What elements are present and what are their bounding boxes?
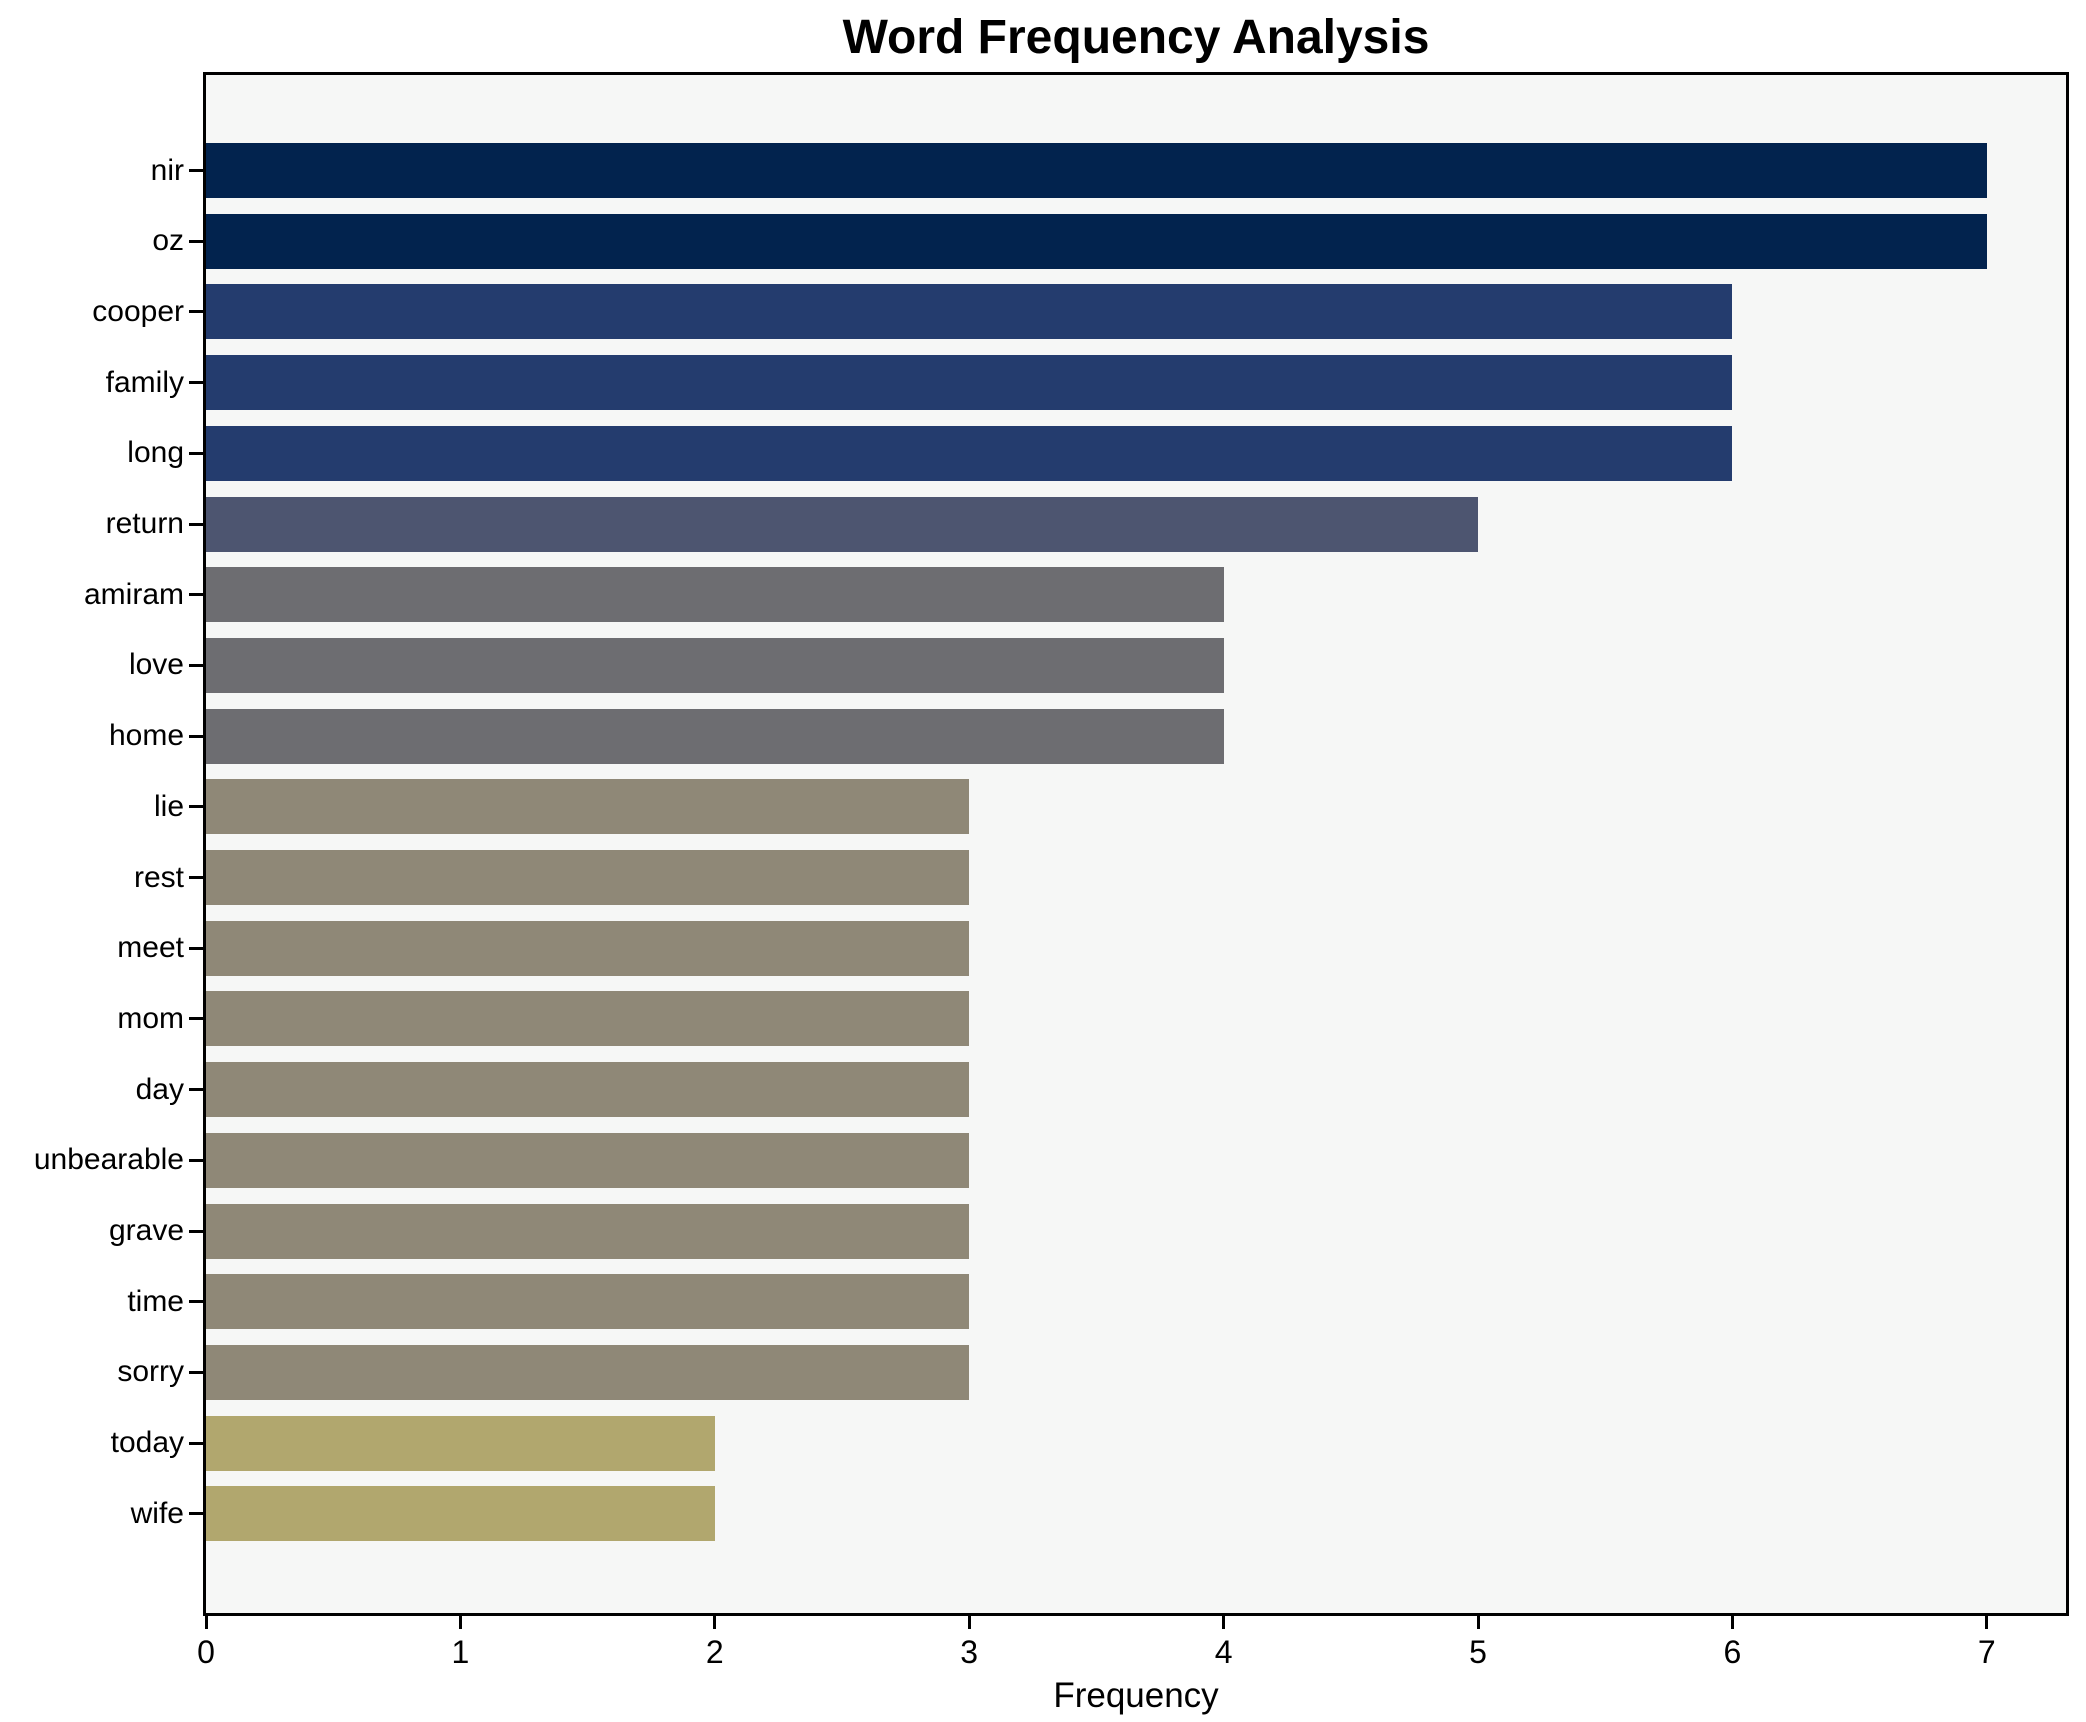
x-tick-mark (1730, 1616, 1734, 1629)
y-tick-label-nir: nir (150, 153, 184, 187)
y-tick-mark (189, 1158, 203, 1162)
y-tick-mark (189, 451, 203, 455)
x-tick-label-2: 2 (705, 1634, 724, 1670)
y-tick-mark (189, 239, 203, 243)
y-tick-label-unbearable: unbearable (33, 1143, 184, 1177)
y-tick-mark (189, 946, 203, 950)
y-tick-mark (189, 734, 203, 738)
y-tick-label-lie: lie (153, 789, 184, 823)
y-tick-mark (189, 1441, 203, 1445)
x-tick-mark (1476, 1616, 1480, 1629)
y-tick-mark (189, 169, 203, 172)
x-tick-label-7: 7 (1977, 1634, 1996, 1670)
bar-return (206, 496, 1478, 552)
y-tick-label-long: long (127, 436, 184, 470)
bar-lie (206, 779, 970, 835)
bar-day (206, 1062, 970, 1118)
chart-title: Word Frequency Analysis (842, 11, 1430, 64)
x-tick-mark (458, 1616, 462, 1629)
y-tick-label-wife: wife (130, 1496, 184, 1530)
bar-cooper (206, 284, 1733, 340)
y-tick-mark (189, 1017, 203, 1021)
y-tick-label-grave: grave (108, 1214, 184, 1247)
x-tick-mark (1222, 1616, 1226, 1629)
x-tick-mark (1985, 1616, 1989, 1629)
x-tick-label-1: 1 (451, 1634, 470, 1670)
bar-amiram (206, 567, 1224, 623)
y-tick-label-return: return (105, 507, 184, 540)
y-tick-mark (189, 593, 203, 597)
x-axis-title: Frequency (1053, 1676, 1219, 1715)
y-tick-mark (189, 522, 203, 526)
y-tick-label-home: home (108, 719, 184, 753)
bar-today (206, 1415, 715, 1471)
x-tick-mark (967, 1616, 971, 1629)
bar-grave (206, 1203, 970, 1259)
plot-area (203, 72, 2069, 1616)
y-tick-mark (189, 310, 203, 314)
y-tick-label-amiram: amiram (83, 577, 184, 611)
y-tick-mark (189, 1512, 203, 1516)
bar-family (206, 355, 1733, 411)
y-tick-label-today: today (110, 1426, 184, 1460)
bar-long (206, 425, 1733, 481)
y-tick-label-meet: meet (117, 931, 184, 965)
y-tick-label-day: day (135, 1072, 184, 1106)
y-tick-mark (189, 663, 203, 667)
y-tick-label-rest: rest (133, 860, 184, 894)
x-tick-mark (713, 1616, 717, 1629)
y-tick-label-oz: oz (152, 224, 184, 258)
bar-oz (206, 213, 1987, 269)
x-tick-label-6: 6 (1723, 1634, 1742, 1670)
bar-meet (206, 920, 970, 976)
bar-rest (206, 850, 970, 905)
bar-sorry (206, 1344, 970, 1400)
x-tick-label-0: 0 (197, 1634, 215, 1670)
y-tick-mark (189, 1370, 203, 1374)
bar-home (206, 708, 1224, 764)
y-tick-mark (189, 876, 203, 879)
y-tick-label-mom: mom (117, 1001, 184, 1035)
y-tick-mark (189, 1088, 203, 1092)
bar-mom (206, 991, 970, 1047)
y-tick-mark (189, 1229, 203, 1233)
y-tick-label-love: love (128, 648, 184, 682)
bar-wife (206, 1486, 715, 1542)
bar-unbearable (206, 1132, 970, 1188)
y-tick-mark (189, 1300, 203, 1304)
y-tick-label-sorry: sorry (117, 1355, 184, 1389)
x-tick-label-5: 5 (1469, 1634, 1487, 1670)
y-tick-label-time: time (127, 1284, 184, 1318)
y-tick-label-family: family (105, 365, 184, 399)
bar-nir (206, 143, 1987, 198)
x-tick-label-3: 3 (960, 1634, 979, 1670)
bar-time (206, 1274, 970, 1330)
y-tick-label-cooper: cooper (92, 294, 184, 328)
x-tick-label-4: 4 (1214, 1634, 1233, 1670)
y-tick-mark (189, 381, 203, 385)
y-tick-mark (189, 805, 203, 809)
x-tick-mark (204, 1616, 208, 1629)
bar-love (206, 637, 1224, 693)
